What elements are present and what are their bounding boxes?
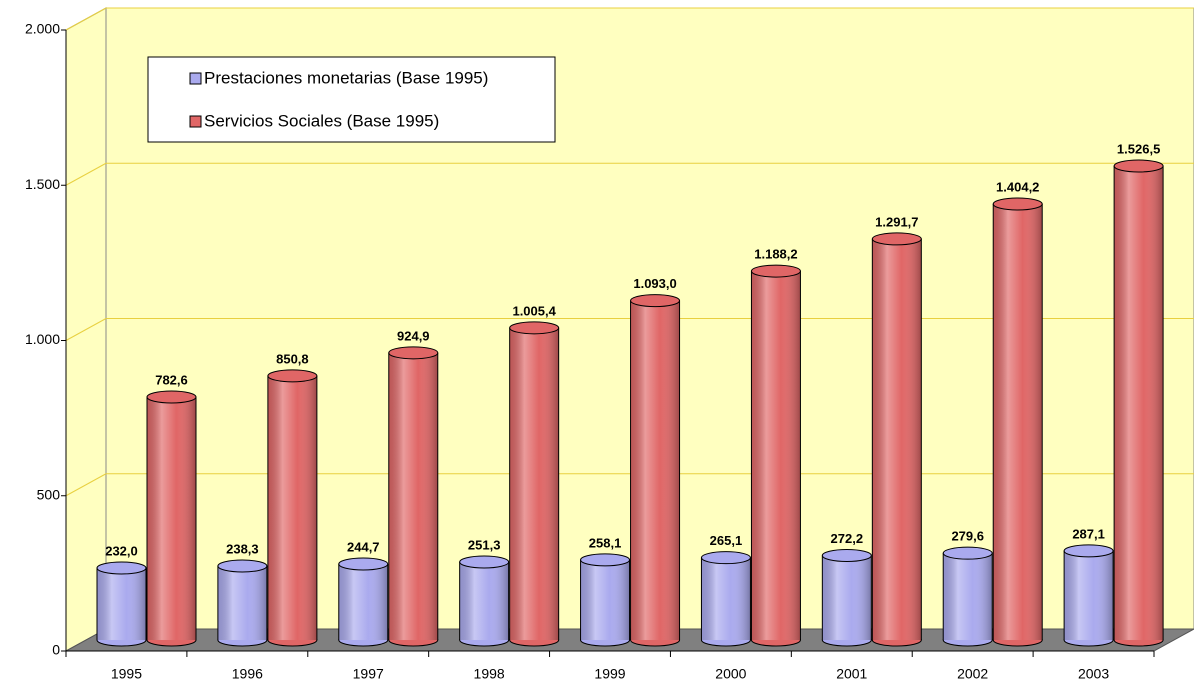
y-tick-label: 2.000: [25, 21, 60, 37]
legend-label: Prestaciones monetarias (Base 1995): [204, 68, 488, 87]
value-label: 924,9: [397, 328, 430, 343]
bar-top: [267, 369, 318, 383]
value-label: 279,6: [951, 529, 984, 544]
grid-line: [65, 473, 107, 497]
bar-shade: [993, 203, 1043, 640]
x-tick-label: 1997: [353, 666, 384, 682]
x-tick-label: 1998: [474, 666, 505, 682]
value-label: 1.093,0: [633, 276, 676, 291]
grid-line: [65, 7, 107, 31]
value-label: 1.526,5: [1117, 141, 1160, 156]
bar-top: [217, 559, 268, 573]
bar-top: [1063, 544, 1114, 558]
value-label: 238,3: [226, 541, 259, 556]
bar-top: [459, 555, 510, 569]
x-tick-label: 2003: [1078, 666, 1109, 682]
bar-shade: [872, 238, 922, 640]
bar-top: [580, 553, 631, 567]
bar-top: [700, 551, 751, 565]
bar-shade: [217, 566, 267, 640]
bar-shade: [580, 559, 630, 640]
value-label: 782,6: [155, 372, 188, 387]
bar-shade: [1064, 550, 1114, 640]
bar-top: [1113, 159, 1164, 173]
x-tick-label: 2001: [836, 666, 867, 682]
bar-top: [388, 346, 439, 360]
value-label: 258,1: [589, 535, 622, 550]
bar-shade: [701, 557, 751, 640]
bar-top: [630, 294, 681, 308]
x-tick-label: 1996: [232, 666, 263, 682]
value-label: 1.005,4: [512, 303, 556, 318]
bar-shade: [459, 561, 509, 640]
bar-top: [146, 390, 197, 404]
y-tick-label: 1.000: [25, 331, 60, 347]
bar-shade: [97, 567, 146, 640]
x-tick-label: 2000: [715, 666, 746, 682]
bar-shade: [147, 397, 196, 640]
bar-top: [942, 546, 993, 560]
legend-swatch: [189, 72, 202, 85]
bar-top: [338, 557, 389, 571]
bar-shade: [338, 564, 388, 640]
y-tick-label: 0: [52, 642, 60, 658]
bar-shade: [943, 553, 993, 640]
bar-shade: [822, 555, 872, 640]
value-label: 272,2: [831, 531, 864, 546]
bar-top: [509, 321, 560, 335]
grid-line: [65, 162, 107, 186]
value-label: 1.404,2: [996, 179, 1039, 194]
legend-swatch: [189, 115, 202, 128]
bar-top: [992, 197, 1043, 211]
bar-shade: [751, 271, 801, 640]
bar-shade: [267, 375, 317, 640]
bar-shade: [1114, 166, 1164, 641]
bars: 232,0 782,6 238,3 850,8 244,7 924,9 251,3 1.005…: [96, 141, 1164, 647]
y-tick-label: 1.500: [25, 176, 60, 192]
value-label: 850,8: [276, 351, 309, 366]
x-tick-label: 2002: [957, 666, 988, 682]
bar-top: [96, 561, 147, 575]
legend: [147, 56, 556, 143]
bar-top: [871, 232, 922, 246]
x-tick-label: 1995: [111, 666, 142, 682]
legend-label: Servicios Sociales (Base 1995): [204, 111, 439, 130]
value-label: 1.188,2: [754, 247, 797, 262]
grid-line: [65, 318, 107, 341]
value-label: 232,0: [105, 543, 138, 558]
value-label: 265,1: [710, 533, 743, 548]
bar-top: [750, 264, 801, 278]
y-tick-label: 500: [37, 486, 61, 502]
value-label: 1.291,7: [875, 214, 918, 229]
bar-shade: [388, 352, 438, 640]
value-label: 287,1: [1072, 526, 1105, 541]
bar-shade: [630, 300, 680, 640]
value-label: 244,7: [347, 539, 380, 554]
bar-shade: [509, 327, 559, 640]
x-tick-label: 1999: [594, 666, 625, 682]
value-label: 251,3: [468, 537, 501, 552]
bar-top: [821, 548, 872, 562]
